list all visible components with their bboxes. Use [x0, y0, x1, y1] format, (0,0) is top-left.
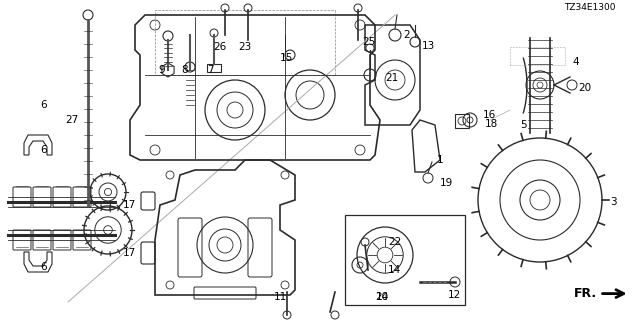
- Text: 24: 24: [375, 292, 388, 302]
- Text: 11: 11: [273, 292, 287, 302]
- Text: 8: 8: [182, 65, 188, 75]
- Bar: [155, 10, 335, 75]
- Text: 13: 13: [422, 41, 435, 51]
- Text: 9: 9: [159, 65, 165, 75]
- Text: TZ34E1300: TZ34E1300: [564, 3, 616, 12]
- Text: 1: 1: [437, 155, 444, 165]
- Text: 15: 15: [280, 53, 293, 63]
- Text: FR.: FR.: [573, 287, 596, 300]
- Text: 6: 6: [40, 100, 47, 110]
- Text: 27: 27: [65, 115, 78, 125]
- Text: 10: 10: [376, 292, 388, 302]
- Text: 5: 5: [520, 120, 527, 130]
- Text: 17: 17: [123, 248, 136, 258]
- Text: 3: 3: [610, 197, 616, 207]
- Bar: [510, 47, 565, 65]
- Text: 6: 6: [40, 262, 47, 272]
- Text: 2: 2: [403, 30, 410, 40]
- Text: 14: 14: [388, 265, 401, 275]
- Bar: [207, 64, 221, 72]
- Text: 20: 20: [578, 83, 591, 93]
- Text: 16: 16: [483, 110, 496, 120]
- Text: 19: 19: [440, 178, 453, 188]
- Text: 25: 25: [362, 37, 375, 47]
- Text: 18: 18: [485, 119, 499, 129]
- Bar: [455, 114, 469, 128]
- Text: 12: 12: [448, 290, 461, 300]
- Text: 4: 4: [572, 57, 579, 67]
- Bar: [345, 215, 465, 305]
- Text: 23: 23: [238, 42, 252, 52]
- Text: 17: 17: [123, 200, 136, 210]
- Text: 6: 6: [40, 145, 47, 155]
- Text: 21: 21: [385, 73, 398, 83]
- Text: 7: 7: [207, 65, 213, 75]
- Text: 26: 26: [213, 42, 227, 52]
- Text: 22: 22: [388, 237, 401, 247]
